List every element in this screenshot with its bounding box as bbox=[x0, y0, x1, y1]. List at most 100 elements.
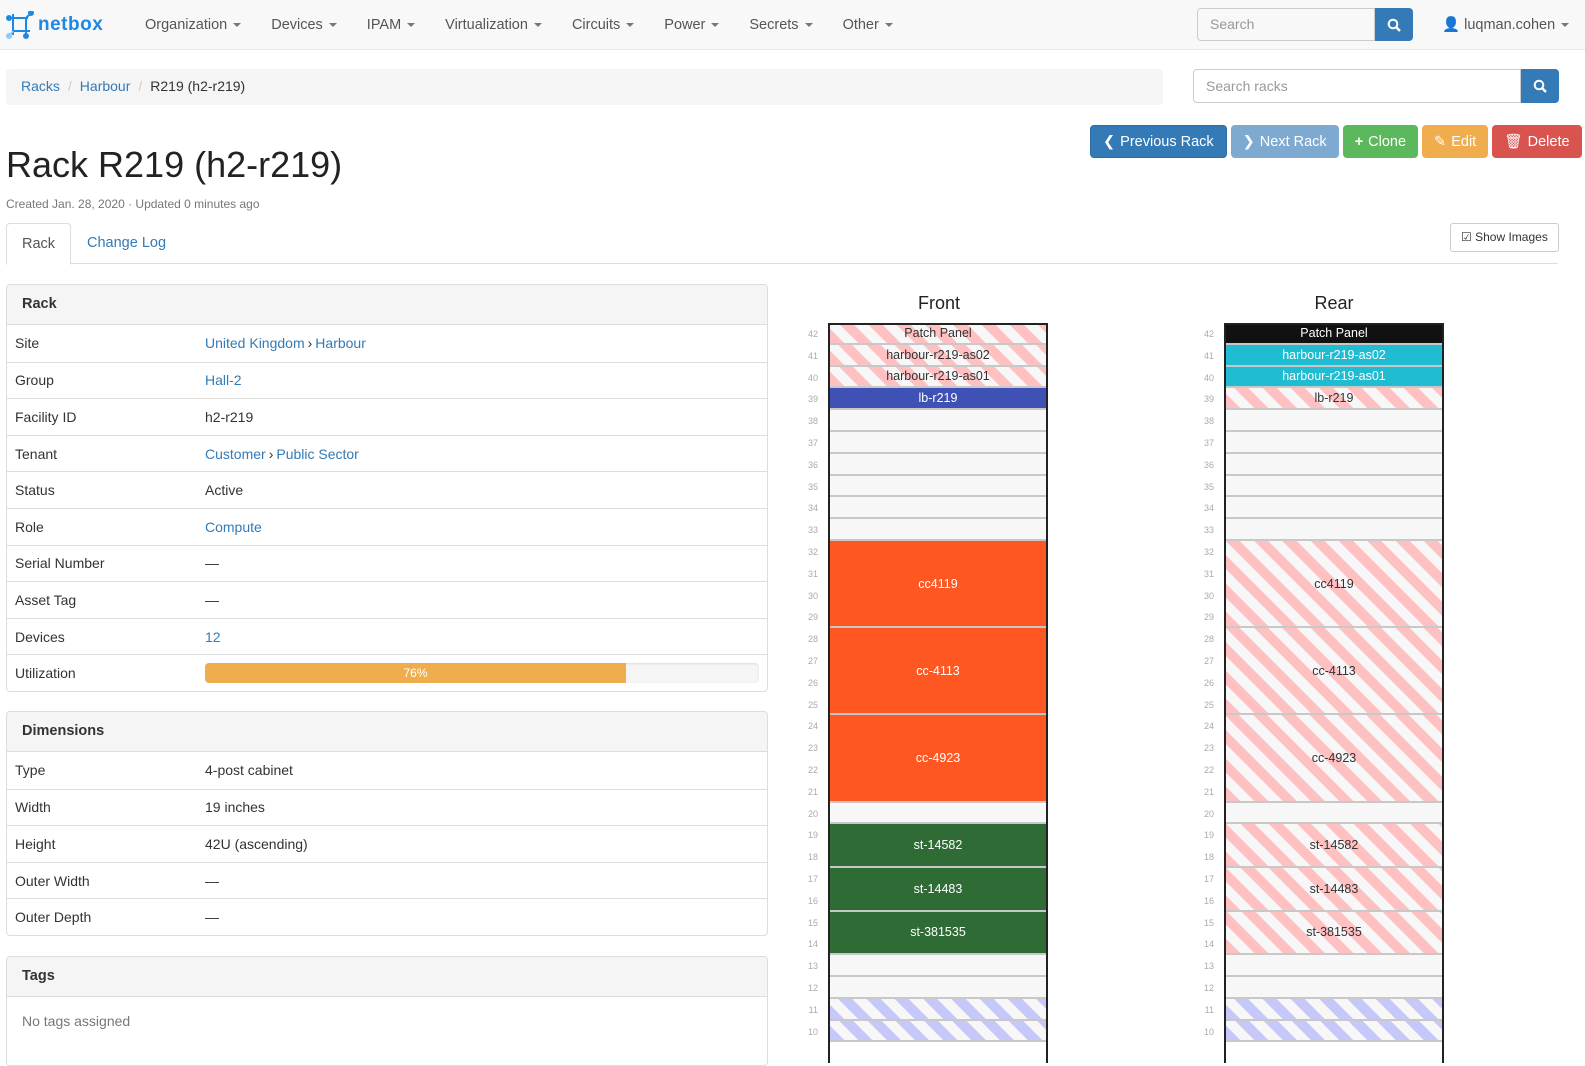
tab-rack[interactable]: Rack bbox=[6, 223, 72, 265]
unit-number: 28 bbox=[807, 634, 818, 645]
breadcrumb-separator: / bbox=[67, 78, 72, 94]
search-input[interactable]: Search bbox=[1197, 8, 1375, 41]
value-link[interactable]: Public Sector bbox=[276, 445, 359, 462]
row-value: Compute bbox=[205, 519, 262, 535]
empty-unit[interactable] bbox=[1226, 519, 1442, 541]
user-menu[interactable]: 👤 luqman.cohen bbox=[1442, 16, 1570, 33]
device-harbour-r219-as02[interactable]: harbour-r219-as02 bbox=[830, 344, 1046, 367]
empty-unit[interactable] bbox=[830, 432, 1046, 454]
device-st-14483[interactable]: st-14483 bbox=[1226, 868, 1442, 912]
device-st-381535[interactable]: st-381535 bbox=[1226, 911, 1442, 956]
rack-search-input[interactable]: Search racks bbox=[1193, 69, 1521, 103]
empty-unit[interactable] bbox=[1226, 453, 1442, 476]
device-harbour-r219-as01[interactable]: harbour-r219-as01 bbox=[830, 366, 1046, 389]
unit-number: 11 bbox=[808, 1004, 818, 1015]
empty-unit[interactable] bbox=[1226, 977, 1442, 999]
netbox-logo[interactable]: netbox bbox=[6, 10, 126, 39]
tab-change-log[interactable]: Change Log bbox=[87, 235, 167, 251]
device-cc4119[interactable]: cc4119 bbox=[830, 541, 1046, 629]
row-label: Serial Number bbox=[15, 555, 105, 572]
value-link[interactable]: Compute bbox=[205, 518, 262, 535]
breadcrumb-site[interactable]: Harbour bbox=[79, 78, 131, 94]
device-lb-r219[interactable]: lb-r219 bbox=[1226, 388, 1442, 411]
nav-menu-ipam[interactable]: IPAM bbox=[352, 17, 430, 33]
value-link[interactable]: Hall-2 bbox=[205, 372, 242, 389]
unit-number: 21 bbox=[807, 786, 818, 797]
value-link[interactable]: Customer bbox=[205, 445, 266, 462]
show-images-button[interactable]: ☑ Show Images bbox=[1450, 223, 1559, 252]
device-Patch Panel[interactable]: Patch Panel bbox=[830, 323, 1046, 345]
device-cc4119[interactable]: cc4119 bbox=[1226, 541, 1442, 629]
value-link[interactable]: Harbour bbox=[315, 335, 366, 352]
breadcrumb-racks[interactable]: Racks bbox=[21, 78, 60, 94]
unit-number: 13 bbox=[807, 961, 818, 972]
next-rack-button[interactable]: ❯ Next Rack bbox=[1230, 125, 1339, 158]
row-label: Type bbox=[15, 762, 46, 779]
empty-unit[interactable] bbox=[1226, 497, 1442, 520]
previous-rack-button[interactable]: ❮ Previous Rack bbox=[1090, 125, 1227, 158]
reserved-unit[interactable] bbox=[830, 1020, 1046, 1043]
unit-number: 40 bbox=[1203, 372, 1214, 383]
empty-unit[interactable] bbox=[1226, 432, 1442, 454]
empty-unit[interactable] bbox=[830, 955, 1046, 977]
row-asset-tag: Asset Tag — bbox=[7, 581, 767, 618]
reserved-unit[interactable] bbox=[830, 998, 1046, 1021]
device-label: Patch Panel bbox=[904, 325, 972, 340]
empty-unit[interactable] bbox=[830, 475, 1046, 498]
empty-unit[interactable] bbox=[830, 519, 1046, 541]
empty-unit[interactable] bbox=[830, 453, 1046, 476]
device-harbour-r219-as01[interactable]: harbour-r219-as01 bbox=[1226, 366, 1442, 389]
device-st-14483[interactable]: st-14483 bbox=[830, 868, 1046, 912]
device-cc-4923[interactable]: cc-4923 bbox=[830, 715, 1046, 803]
empty-unit[interactable] bbox=[830, 802, 1046, 825]
unit-number: 37 bbox=[807, 438, 818, 448]
empty-unit[interactable] bbox=[830, 497, 1046, 520]
clone-button[interactable]: + Clone bbox=[1342, 125, 1419, 158]
unit-number: 17 bbox=[807, 874, 818, 884]
rack-search-button[interactable] bbox=[1521, 69, 1559, 103]
device-lb-r219[interactable]: lb-r219 bbox=[830, 388, 1046, 411]
unit-number: 35 bbox=[807, 481, 818, 492]
edit-button[interactable]: ✎ Edit bbox=[1422, 125, 1489, 158]
device-st-14582[interactable]: st-14582 bbox=[830, 824, 1046, 868]
empty-unit[interactable] bbox=[1226, 802, 1442, 825]
brand-name: netbox bbox=[38, 13, 104, 35]
unit-number: 22 bbox=[807, 765, 818, 775]
search-icon bbox=[1533, 79, 1547, 93]
reserved-unit[interactable] bbox=[1226, 998, 1442, 1021]
row-role: Role Compute bbox=[7, 507, 767, 545]
value-link[interactable]: 12 bbox=[205, 628, 221, 645]
unit-number: 38 bbox=[807, 416, 818, 427]
delete-button[interactable]: 🗑 Delete bbox=[1492, 125, 1582, 158]
unit-number: 20 bbox=[807, 808, 818, 819]
nav-menu-circuits[interactable]: Circuits bbox=[557, 17, 649, 33]
reserved-unit[interactable] bbox=[1226, 1020, 1442, 1043]
empty-unit[interactable] bbox=[830, 410, 1046, 432]
search-button[interactable] bbox=[1375, 8, 1413, 41]
device-label: harbour-r219-as02 bbox=[886, 347, 990, 362]
nav-menu-organization[interactable]: Organization bbox=[130, 17, 256, 33]
nav-menu-power[interactable]: Power bbox=[649, 17, 734, 33]
empty-unit[interactable] bbox=[830, 977, 1046, 999]
empty-unit[interactable] bbox=[1226, 410, 1442, 432]
nav-menu-devices[interactable]: Devices bbox=[256, 17, 352, 33]
row-value: 12 bbox=[205, 629, 221, 645]
device-cc-4113[interactable]: cc-4113 bbox=[1226, 628, 1442, 716]
empty-unit[interactable] bbox=[1226, 475, 1442, 498]
unit-number: 18 bbox=[1203, 852, 1214, 863]
device-cc-4113[interactable]: cc-4113 bbox=[830, 628, 1046, 716]
value-link[interactable]: United Kingdom bbox=[205, 335, 305, 352]
unit-number: 41 bbox=[807, 350, 818, 361]
device-harbour-r219-as02[interactable]: harbour-r219-as02 bbox=[1226, 344, 1442, 367]
device-Patch Panel[interactable]: Patch Panel bbox=[1226, 323, 1442, 345]
nav-menu-virtualization[interactable]: Virtualization bbox=[430, 17, 557, 33]
nav-menu-other[interactable]: Other bbox=[828, 17, 908, 33]
empty-unit[interactable] bbox=[1226, 955, 1442, 977]
row-value: Active bbox=[205, 482, 243, 498]
device-cc-4923[interactable]: cc-4923 bbox=[1226, 715, 1442, 803]
device-st-14582[interactable]: st-14582 bbox=[1226, 824, 1442, 868]
unit-number: 13 bbox=[1203, 961, 1214, 972]
nav-menu-secrets[interactable]: Secrets bbox=[734, 17, 827, 33]
device-st-381535[interactable]: st-381535 bbox=[830, 911, 1046, 956]
unit-number: 23 bbox=[807, 743, 818, 754]
